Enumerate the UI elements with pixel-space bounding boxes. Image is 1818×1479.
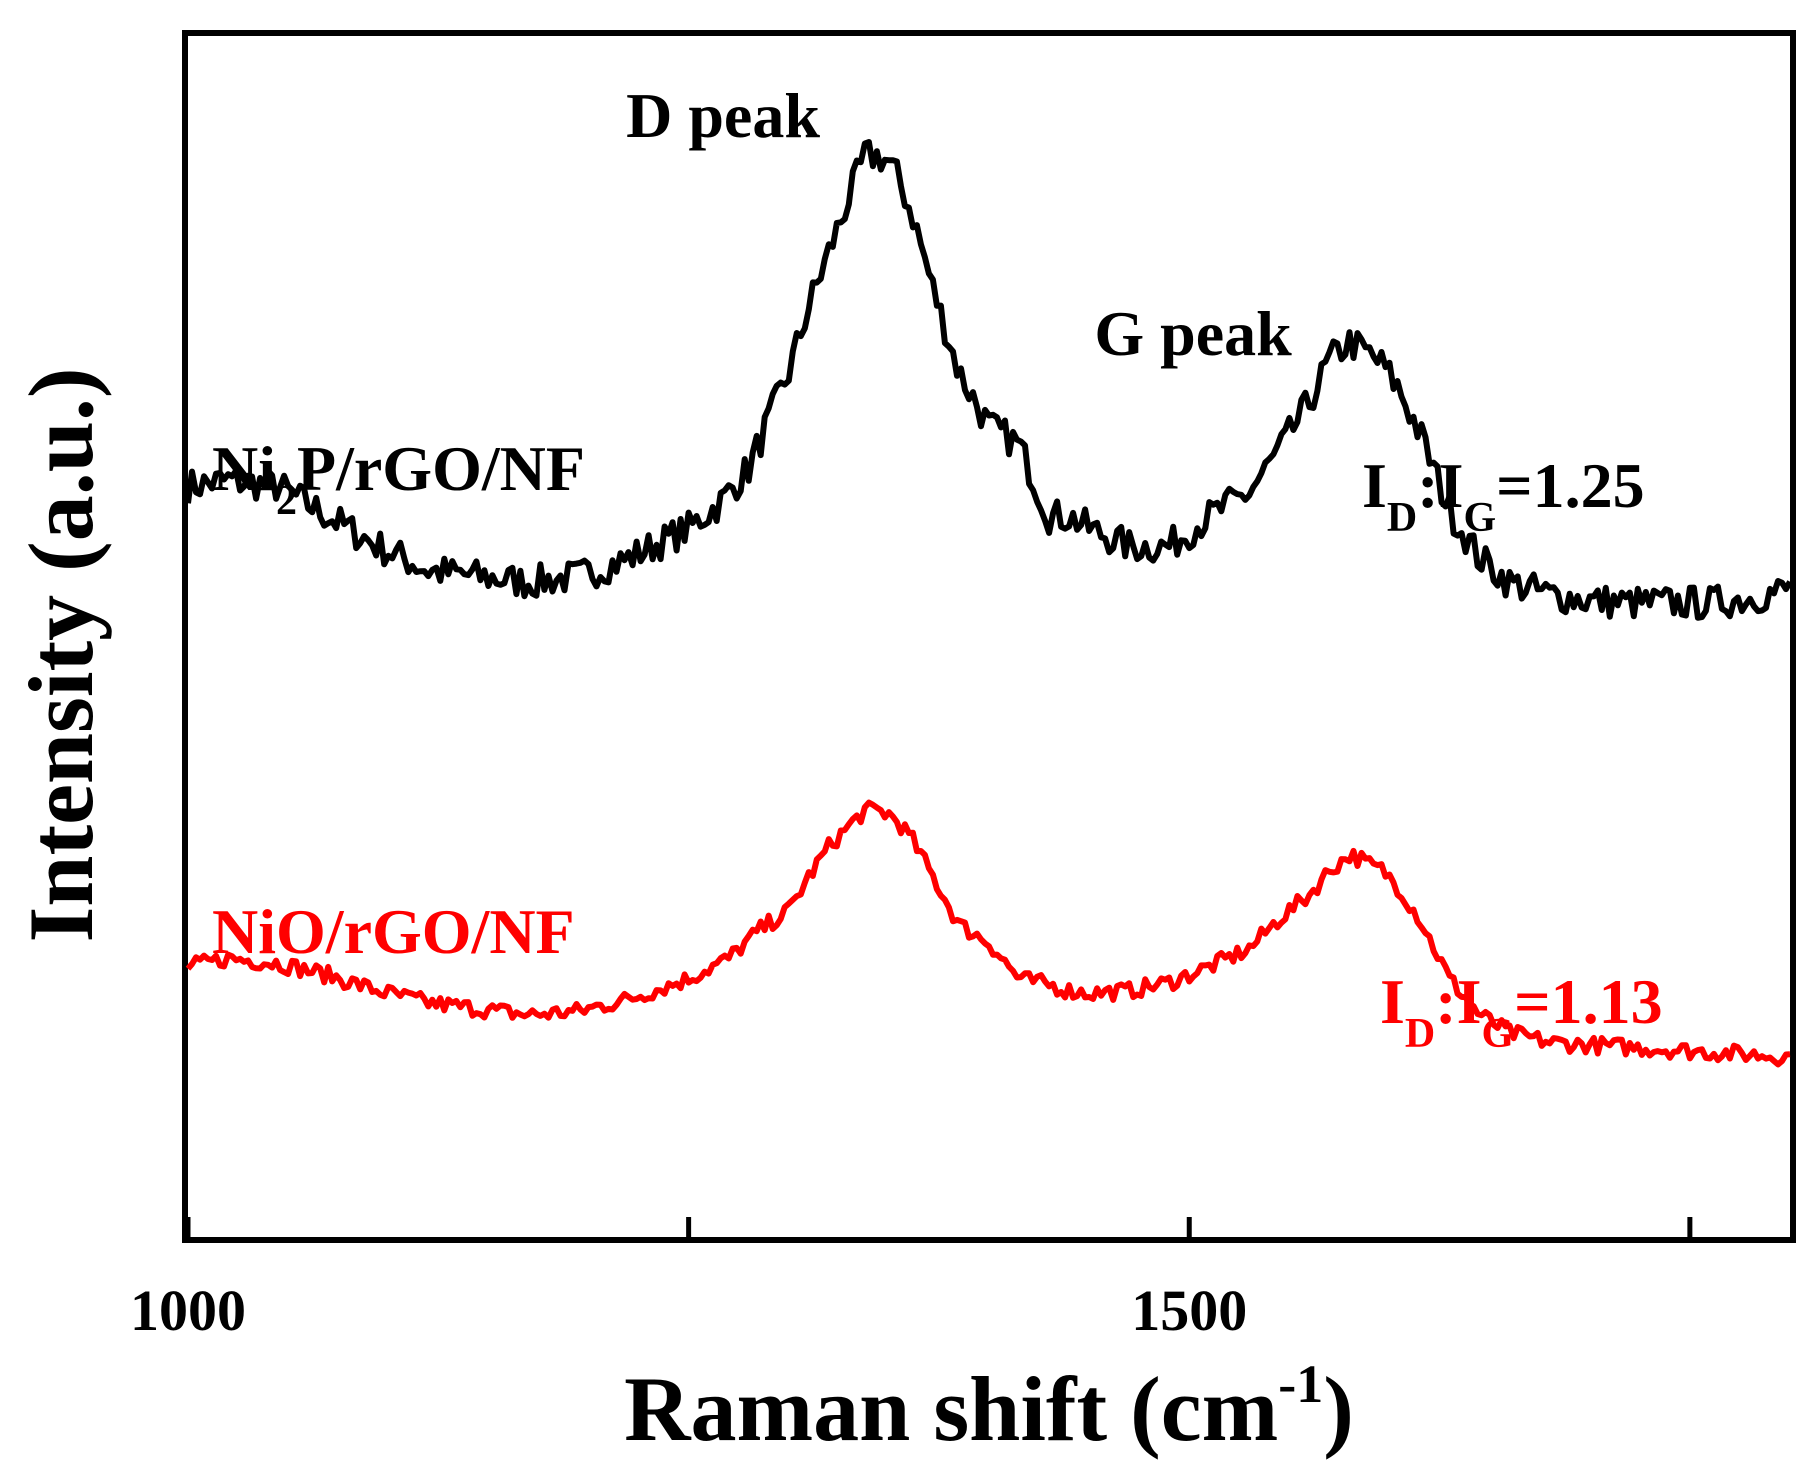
g-peak-label: G peak	[1094, 298, 1292, 369]
series-layer	[185, 139, 1793, 1068]
series-line-ni2p	[185, 139, 1793, 621]
nio-series-label: NiO/rGO/NF	[212, 896, 575, 967]
d-peak-label: D peak	[626, 80, 820, 151]
id-ig-ratio-ni2p: ID:IG=1.25	[1362, 450, 1645, 541]
x-tick-label: 1500	[1131, 1278, 1247, 1343]
x-ticks: 1000 1500	[130, 1217, 1693, 1343]
x-axis-title: Raman shift (cm-1)	[624, 1354, 1354, 1460]
plot-frame	[182, 30, 1796, 1243]
ni2p-series-label: Ni2P/rGO/NF	[212, 433, 585, 524]
series-line-nio	[185, 799, 1791, 1068]
x-tick-label: 1000	[130, 1278, 246, 1343]
y-axis-title: Intensity (a.u.)	[10, 367, 112, 942]
id-ig-ratio-nio: ID:IG=1.13	[1380, 966, 1663, 1057]
